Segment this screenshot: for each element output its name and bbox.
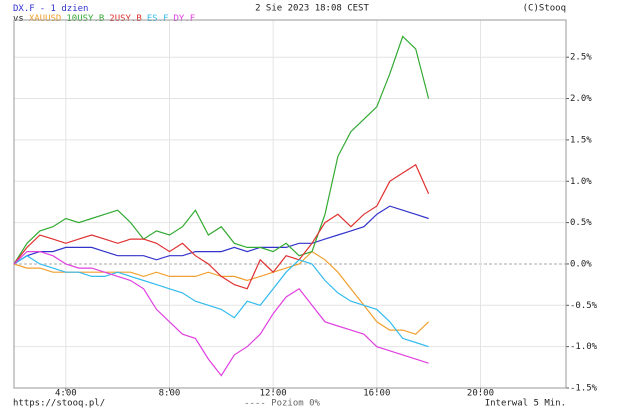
y-tick-label: -1.0% (570, 342, 598, 352)
y-tick-label: 2.5% (570, 53, 592, 63)
line (13, 251, 429, 377)
y-tick-label: -1.5% (570, 384, 598, 394)
interval: Interwal 5 Min. (485, 399, 566, 409)
subtitle: - 1 dzien (40, 4, 89, 14)
series-name: DX.F (13, 4, 35, 14)
line (13, 254, 429, 348)
legend: vs XAUUSD 10USY.B 2USY.B ES.F DY.F (13, 14, 195, 24)
legend-entry: 2USY.B (109, 14, 142, 24)
zero-label: ---- Poziom 0% (244, 399, 320, 409)
line (13, 163, 430, 290)
chart-title: DX.F - 1 dzien (13, 4, 88, 14)
legend-entry: XAUUSD (29, 14, 62, 24)
date: 2 Sie 2023 18:08 CEST (255, 4, 369, 14)
line (13, 205, 429, 265)
y-tick-label: 1.5% (570, 135, 592, 145)
y-tick-label: 1.0% (570, 177, 592, 187)
legend-entry: 10USY.B (66, 14, 104, 24)
y-tick-label: 0.0% (570, 259, 592, 269)
x-tick-label: 8:00 (159, 389, 181, 399)
y-tick-label: -0.5% (570, 301, 598, 311)
x-tick-label: 12:00 (260, 389, 287, 399)
legend-prefix: vs (13, 14, 24, 24)
x-tick-label: 20:00 (467, 389, 494, 399)
x-tick-label: 4:00 (55, 389, 77, 399)
url: https://stooq.pl/ (13, 399, 105, 409)
line (13, 35, 430, 265)
y-tick-label: 0.5% (570, 218, 592, 228)
legend-entry: ES.F (147, 14, 169, 24)
y-tick-label: 2.0% (570, 94, 592, 104)
plot-frame (13, 19, 567, 389)
x-tick-label: 16:00 (363, 389, 390, 399)
source: (C)Stooq (523, 4, 566, 14)
legend-entry: DY.F (174, 14, 196, 24)
